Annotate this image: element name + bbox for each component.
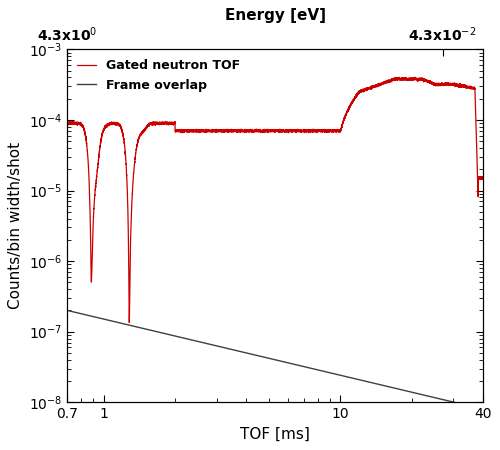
Frame overlap	[64, 308, 70, 313]
Frame overlap	[396, 387, 402, 392]
Line: Gated neutron TOF: Gated neutron TOF	[67, 77, 483, 323]
Line: Frame overlap: Frame overlap	[67, 310, 483, 409]
Gated neutron TOF	[394, 76, 400, 81]
X-axis label: TOF [ms]: TOF [ms]	[240, 427, 310, 441]
Gated neutron TOF	[396, 75, 402, 80]
Gated neutron TOF	[328, 129, 334, 135]
Frame overlap	[350, 375, 356, 381]
Y-axis label: Counts/bin width/shot: Counts/bin width/shot	[8, 142, 24, 309]
Frame overlap	[388, 385, 394, 390]
Gated neutron TOF	[372, 83, 378, 88]
Gated neutron TOF	[126, 320, 132, 325]
Frame overlap	[232, 347, 238, 353]
Frame overlap	[480, 406, 486, 412]
Gated neutron TOF	[215, 128, 221, 133]
Gated neutron TOF	[85, 159, 91, 165]
Gated neutron TOF	[310, 127, 316, 132]
Frame overlap	[106, 318, 112, 323]
Legend: Gated neutron TOF, Frame overlap: Gated neutron TOF, Frame overlap	[74, 56, 244, 95]
Gated neutron TOF	[64, 121, 70, 126]
Gated neutron TOF	[480, 175, 486, 180]
X-axis label: Energy [eV]: Energy [eV]	[224, 9, 326, 23]
Frame overlap	[248, 351, 254, 356]
